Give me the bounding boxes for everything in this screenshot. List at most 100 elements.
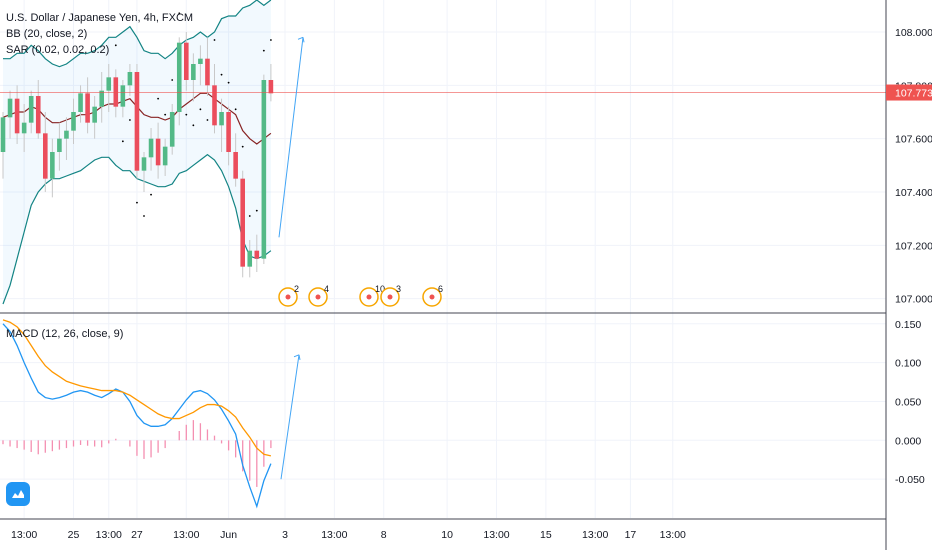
cloud-icon [12,490,24,498]
candle-body [43,133,48,179]
sar-dot [213,39,216,41]
time-tick-label: Jun [220,529,237,541]
sar-dot [220,73,223,76]
sar-dots [114,12,272,217]
candle-body [134,72,140,171]
candle-body [226,112,231,152]
event-count-label: 3 [396,284,401,294]
price-legend: U.S. Dollar / Japanese Yen, 4h, FXCM BB … [6,10,193,58]
annotation-arrow-head [297,36,305,43]
tradingview-logo[interactable] [6,482,30,506]
sar-dot [199,108,202,111]
candle-body [141,157,147,171]
signal-line [2,319,272,457]
sar-dot [248,215,251,217]
event-count-label: 2 [294,284,299,294]
candle-body [205,58,210,86]
candle-body [14,98,20,134]
sar-dot [255,209,258,212]
sar-dot [150,193,152,196]
macd-histogram [2,420,272,487]
candle-body [198,58,203,64]
event-count-label: 10 [375,284,385,294]
macd-line [2,323,272,509]
event-marker-dot [315,294,321,300]
sar-dot [206,119,209,121]
event-marker-dot [429,294,435,300]
candle-body [0,117,6,152]
event-marker-dot [387,294,393,300]
event-marker-dot [366,294,372,300]
sar-dot [270,39,272,41]
candle-body [57,138,62,152]
macd-tick-label: -0.050 [895,474,925,486]
event-count-label: 6 [438,284,443,294]
sar-dot [136,201,138,204]
macd-indicator-label[interactable]: MACD (12, 26, close, 9) [6,328,124,340]
event-count-label: 4 [324,284,329,294]
time-tick-label: 10 [441,529,453,541]
candle-body [191,64,196,80]
sar-dot [114,44,117,47]
sar-dot [185,113,188,116]
time-tick-label: 13:00 [660,529,686,541]
sar-dot [227,81,230,84]
sar-indicator-label[interactable]: SAR (0.02, 0.02, 0.2) [6,44,110,56]
candle-body [212,85,217,126]
candle-body [28,96,34,123]
sar-dot [192,124,195,127]
price-tick-label: 107.000 [895,294,932,306]
time-tick-label: 8 [381,529,387,541]
time-tick-label: 25 [68,529,80,541]
event-marker-dot [285,294,291,300]
sar-dot [157,97,160,100]
last-price-tag [886,84,932,101]
candle-body [233,152,238,179]
event-markers: 2 4 10 3 6 [278,284,443,307]
candle-body [50,152,55,179]
candle-body [247,250,253,267]
candle-body [261,80,267,259]
bb-upper-line [3,0,272,68]
time-tick-label: 17 [625,529,637,541]
candle-body [240,178,245,267]
candle-body [7,98,13,118]
macd-tick-label: 0.050 [895,396,921,408]
grid-lines [0,0,886,518]
candle-body [64,130,69,139]
sar-dot [143,215,145,217]
price-tick-label: 107.200 [895,240,932,252]
time-tick-label: 27 [131,529,143,541]
candles [0,32,274,278]
candle-body [71,112,76,131]
time-tick-label: 13:00 [483,529,509,541]
annotation-arrow-head [293,354,301,360]
candle-body [162,146,168,166]
candle-body [35,96,41,134]
candle-body [127,72,133,86]
price-tick-label: 107.400 [895,187,932,199]
sar-dot [171,79,174,81]
candle-body [113,77,119,107]
candle-body [78,93,83,112]
time-tick-label: 13:00 [321,529,347,541]
sar-dot [164,113,167,116]
time-tick-label: 3 [282,529,288,541]
time-tick-label: 13:00 [11,529,37,541]
candle-body [176,42,182,112]
candle-body [155,138,161,166]
candle-body [106,77,112,91]
sar-dot [178,12,181,15]
sar-dot [241,145,244,148]
sar-dot [234,108,237,111]
bb-lower-line [2,153,272,305]
candle-body [92,106,97,123]
bb-indicator-label[interactable]: BB (20, close, 2) [6,28,88,40]
candle-body [120,85,126,107]
macd-tick-label: 0.150 [895,319,921,331]
time-tick-label: 13:00 [96,529,122,541]
last-price-label: 107.773 [895,88,932,100]
time-tick-label: 13:00 [582,529,608,541]
